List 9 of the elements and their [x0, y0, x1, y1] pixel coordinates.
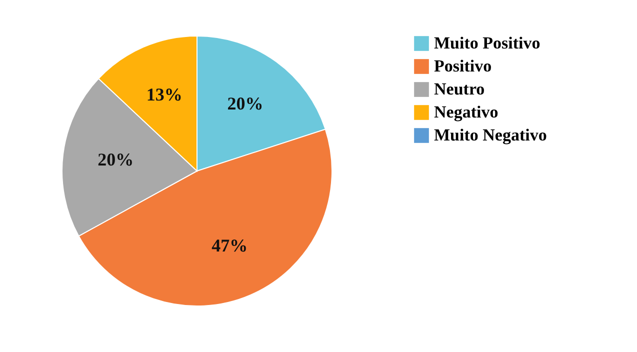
legend-label: Negativo — [434, 102, 498, 122]
legend-label: Positivo — [434, 56, 492, 76]
legend-label: Neutro — [434, 80, 485, 98]
data-label: 47% — [212, 235, 248, 256]
legend-label: Muito Negativo — [434, 126, 547, 144]
legend-label: Muito Positivo — [434, 34, 540, 52]
data-label: 13% — [146, 84, 182, 105]
data-label: 20% — [98, 150, 134, 170]
data-label: 20% — [227, 94, 264, 114]
